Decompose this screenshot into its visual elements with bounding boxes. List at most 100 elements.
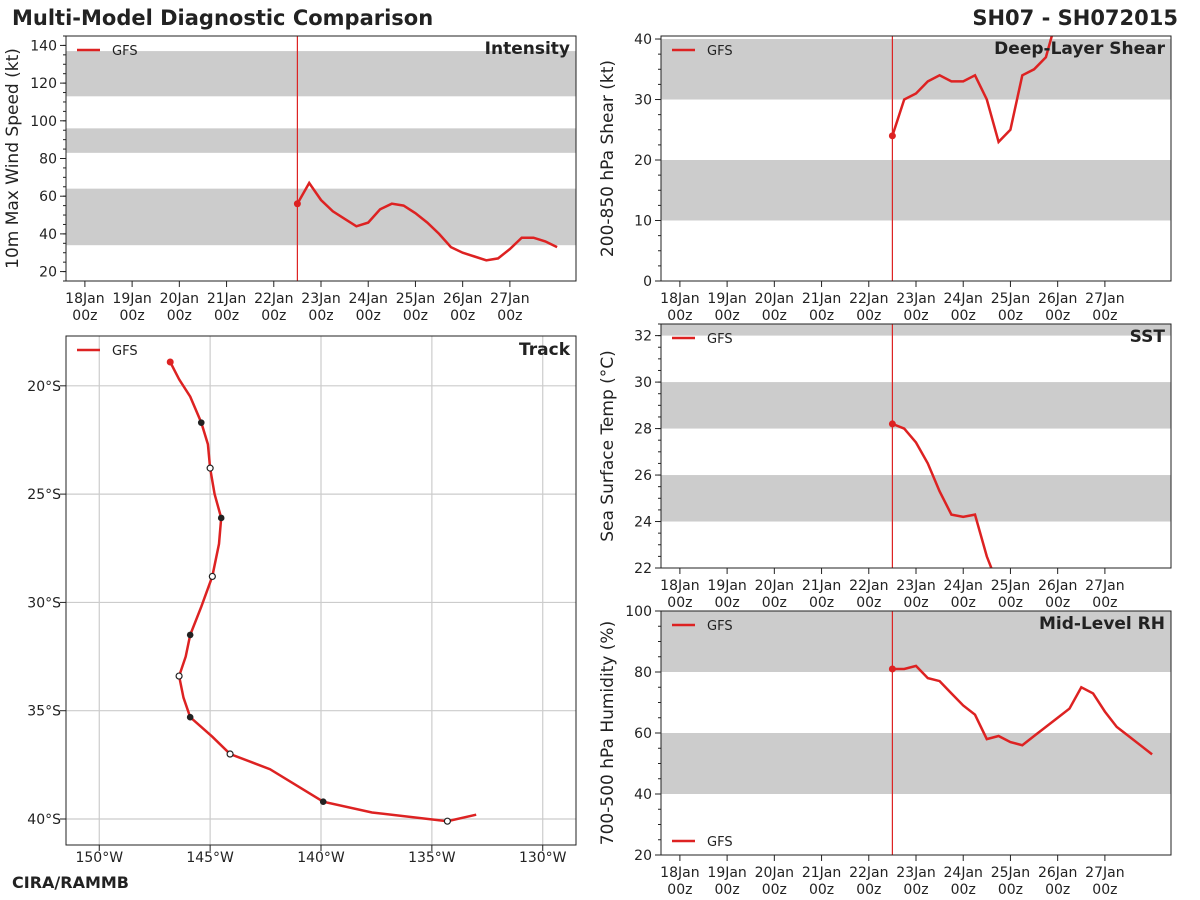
rh-panel: 2040608010018Jan00z19Jan00z20Jan00z21Jan… — [598, 604, 1172, 898]
x-tick-label: 18Jan — [65, 291, 104, 307]
x-tick-label: 00z — [998, 882, 1023, 898]
x-tick-label: 21Jan — [207, 291, 246, 307]
legend-label: GFS — [707, 619, 733, 634]
x-tick-label: 00z — [856, 882, 881, 898]
x-tick-label: 23Jan — [301, 291, 340, 307]
x-tick-label: 00z — [1045, 882, 1070, 898]
x-tick-label: 22Jan — [849, 291, 888, 307]
x-tick-label: 18Jan — [660, 291, 699, 307]
y-tick-label: 20°S — [27, 379, 61, 395]
track-marker-open — [443, 817, 451, 825]
x-tick-label: 00z — [1092, 595, 1117, 611]
x-tick-label: 00z — [951, 595, 976, 611]
x-tick-label: 21Jan — [802, 578, 841, 594]
x-tick-label: 00z — [167, 308, 192, 324]
legend-label: GFS — [707, 835, 733, 850]
y-tick-label: 20 — [634, 153, 652, 169]
series-line-gfs — [891, 36, 1054, 145]
track-marker-filled — [186, 713, 194, 721]
series-start-point — [293, 200, 301, 208]
track-line-gfs — [169, 361, 477, 823]
x-tick-label: 00z — [1045, 308, 1070, 324]
y-tick-label: 100 — [625, 604, 652, 620]
x-tick-label: 00z — [856, 595, 881, 611]
plot-frame — [660, 35, 1172, 282]
panel-title: Deep-Layer Shear — [994, 39, 1165, 59]
panel-title: SST — [1130, 327, 1166, 347]
x-tick-label: 00z — [762, 308, 787, 324]
track-marker-open — [206, 464, 214, 472]
threshold-band — [66, 128, 576, 153]
threshold-band — [661, 39, 1171, 100]
x-tick-label: 26Jan — [443, 291, 482, 307]
x-tick-label: 21Jan — [802, 291, 841, 307]
x-tick-label: 20Jan — [755, 578, 794, 594]
x-tick-label: 00z — [951, 308, 976, 324]
x-tick-label: 22Jan — [849, 578, 888, 594]
series-line-gfs — [891, 422, 993, 568]
x-tick-label: 00z — [715, 595, 740, 611]
x-tick-label: 24Jan — [349, 291, 388, 307]
x-tick-label: 00z — [809, 308, 834, 324]
x-tick-label: 20Jan — [755, 865, 794, 881]
x-tick-label: 25Jan — [991, 865, 1030, 881]
y-tick-label: 30 — [634, 93, 652, 109]
x-tick-label: 22Jan — [849, 865, 888, 881]
x-tick-label: 00z — [450, 308, 475, 324]
x-tick-label: 23Jan — [896, 865, 935, 881]
plot-frame — [65, 35, 577, 282]
y-axis-label: 10m Max Wind Speed (kt) — [3, 48, 23, 269]
y-tick-label: 40 — [39, 227, 57, 243]
track-marker-open — [175, 672, 183, 680]
y-tick-label: 0 — [643, 274, 652, 290]
x-tick-label: 00z — [762, 595, 787, 611]
x-tick-label: 00z — [762, 882, 787, 898]
x-tick-label: 00z — [667, 308, 692, 324]
y-tick-label: 60 — [634, 726, 652, 742]
x-tick-label: 24Jan — [944, 578, 983, 594]
x-tick-label: 24Jan — [944, 291, 983, 307]
x-tick-label: 24Jan — [944, 865, 983, 881]
storm-id: SH07 - SH072015 — [972, 6, 1178, 30]
y-tick-label: 32 — [634, 329, 652, 345]
x-tick-label: 150°W — [75, 850, 123, 866]
threshold-band — [661, 611, 1171, 672]
y-tick-label: 30 — [634, 375, 652, 391]
x-tick-label: 27Jan — [1085, 865, 1124, 881]
x-tick-label: 00z — [951, 882, 976, 898]
plot-frame — [65, 335, 577, 846]
x-tick-label: 23Jan — [896, 291, 935, 307]
x-tick-label: 23Jan — [896, 578, 935, 594]
x-tick-label: 22Jan — [254, 291, 293, 307]
page-title: Multi-Model Diagnostic Comparison — [12, 6, 434, 30]
threshold-band — [661, 382, 1171, 429]
intensity-panel: 2040608010012014018Jan00z19Jan00z20Jan00… — [3, 35, 577, 324]
x-tick-label: 00z — [856, 308, 881, 324]
panel-title: Track — [519, 340, 571, 360]
x-tick-label: 18Jan — [660, 578, 699, 594]
series-line-gfs — [892, 664, 1153, 756]
y-tick-label: 60 — [39, 189, 57, 205]
series-start-point — [888, 132, 896, 140]
panel-title: Mid-Level RH — [1039, 614, 1165, 634]
track-marker-open — [208, 572, 216, 581]
x-tick-label: 19Jan — [707, 291, 746, 307]
threshold-band — [661, 475, 1171, 522]
y-tick-label: 35°S — [27, 704, 61, 720]
x-tick-label: 19Jan — [707, 578, 746, 594]
x-tick-label: 27Jan — [1085, 291, 1124, 307]
x-tick-label: 00z — [715, 308, 740, 324]
x-tick-label: 18Jan — [660, 865, 699, 881]
x-tick-label: 27Jan — [1085, 578, 1124, 594]
x-tick-label: 00z — [998, 308, 1023, 324]
x-tick-label: 140°W — [297, 850, 345, 866]
x-tick-label: 00z — [809, 882, 834, 898]
x-tick-label: 00z — [120, 308, 145, 324]
sst-panel: 22242628303218Jan00z19Jan00z20Jan00z21Ja… — [598, 323, 1172, 611]
x-tick-label: 135°W — [408, 850, 456, 866]
x-tick-label: 00z — [809, 595, 834, 611]
x-tick-label: 19Jan — [112, 291, 151, 307]
track-marker-open — [226, 750, 234, 758]
y-tick-label: 25°S — [27, 487, 61, 503]
track-marker-filled — [217, 514, 225, 522]
